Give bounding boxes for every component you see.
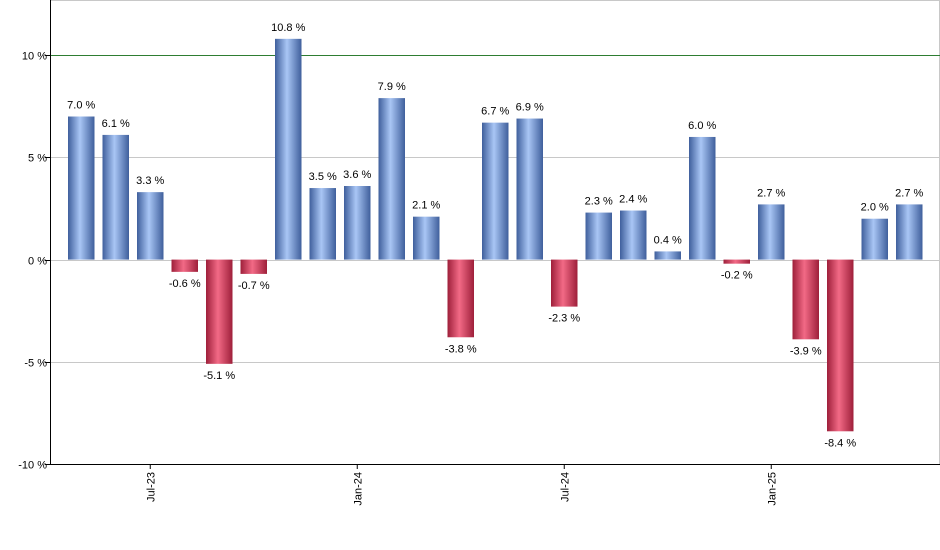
data-label: 2.7 % xyxy=(895,187,923,199)
axes: 10 % 5 % 0 % -5 % -10 % Jul-23 Jan-24 Jul-24 Jan… xyxy=(18,0,940,506)
y-tick-label: -5 % xyxy=(24,358,47,370)
data-label: 6.1 % xyxy=(102,118,130,130)
data-label: -2.3 % xyxy=(548,313,580,325)
data-label: 10.8 % xyxy=(271,22,305,34)
bars xyxy=(68,38,923,432)
data-label: -5.1 % xyxy=(203,370,235,382)
y-tick-label: -10 % xyxy=(18,460,47,472)
bar[interactable] xyxy=(861,218,889,260)
data-label: 7.0 % xyxy=(67,100,95,112)
data-label: 3.5 % xyxy=(309,171,337,183)
bar[interactable] xyxy=(516,118,544,260)
bar[interactable] xyxy=(896,204,923,260)
data-label: 3.6 % xyxy=(343,169,371,181)
bar[interactable] xyxy=(206,259,233,364)
data-label: -0.2 % xyxy=(721,270,753,282)
bar[interactable] xyxy=(482,122,509,260)
bar[interactable] xyxy=(137,192,164,260)
data-label: 6.9 % xyxy=(516,102,544,114)
bar[interactable] xyxy=(275,38,302,260)
data-label: 0.4 % xyxy=(654,234,682,246)
bar[interactable] xyxy=(378,98,406,260)
y-tick-label: 0 % xyxy=(28,256,47,268)
x-tick-label: Jul-24 xyxy=(559,472,571,502)
bar[interactable] xyxy=(827,259,854,432)
data-label: 2.7 % xyxy=(757,187,785,199)
data-label: -0.7 % xyxy=(238,280,270,292)
data-label: -8.4 % xyxy=(824,437,856,449)
data-label: 2.3 % xyxy=(585,196,613,208)
data-label: -3.8 % xyxy=(445,343,477,355)
data-label: 2.4 % xyxy=(619,194,647,206)
bar[interactable] xyxy=(792,259,820,340)
bar[interactable] xyxy=(585,212,613,260)
bar[interactable] xyxy=(171,259,199,272)
data-label: 3.3 % xyxy=(136,175,164,187)
y-tick-label: 10 % xyxy=(22,51,47,63)
data-labels: 7.0 % 6.1 % 3.3 % -0.6 % -5.1 % -0.7 % 10.8 % 3… xyxy=(67,22,923,449)
bar[interactable] xyxy=(551,259,578,307)
data-label: 2.0 % xyxy=(861,202,889,214)
x-tick-label: Jul-23 xyxy=(145,472,157,502)
bar[interactable] xyxy=(68,116,95,260)
bar[interactable] xyxy=(309,188,337,260)
bar[interactable] xyxy=(413,216,440,260)
bar[interactable] xyxy=(654,251,682,260)
data-label: -0.6 % xyxy=(169,278,201,290)
bar[interactable] xyxy=(620,210,647,260)
x-tick-label: Jan-24 xyxy=(352,472,364,506)
bar[interactable] xyxy=(758,204,785,260)
data-label: -3.9 % xyxy=(790,345,822,357)
x-tick-label: Jan-25 xyxy=(766,472,778,506)
data-label: 6.7 % xyxy=(481,106,509,118)
bar[interactable] xyxy=(344,186,371,260)
y-tick-label: 5 % xyxy=(28,153,47,165)
bar[interactable] xyxy=(240,259,268,274)
data-label: 7.9 % xyxy=(378,81,406,93)
bar[interactable] xyxy=(102,134,130,260)
bar[interactable] xyxy=(723,259,751,264)
bar[interactable] xyxy=(447,259,475,338)
data-label: 6.0 % xyxy=(688,120,716,132)
data-label: 2.1 % xyxy=(412,200,440,212)
bar[interactable] xyxy=(689,136,716,260)
